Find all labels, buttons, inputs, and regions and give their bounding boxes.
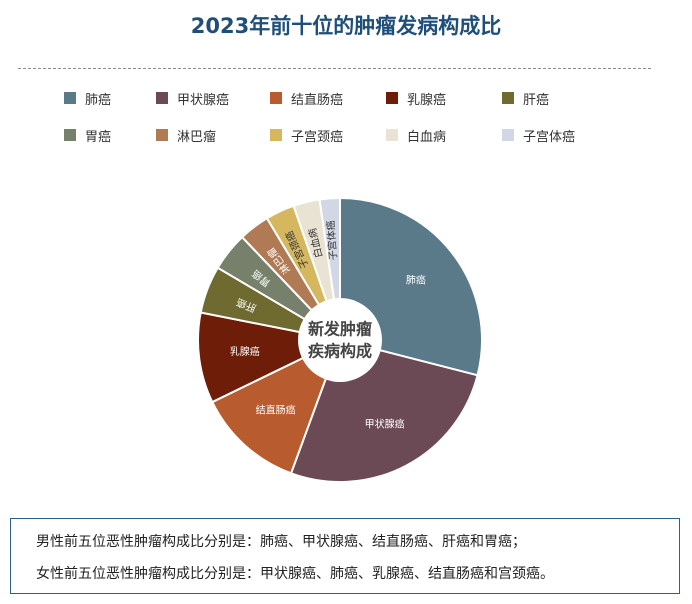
legend-item: 乳腺癌 — [386, 88, 502, 108]
legend-swatch — [64, 129, 76, 141]
legend-label: 结直肠癌 — [291, 92, 344, 108]
chart-title: 2023年前十位的肿瘤发病构成比 — [190, 14, 502, 38]
title-divider — [18, 68, 651, 69]
legend-swatch — [156, 92, 168, 104]
legend-label: 乳腺癌 — [407, 92, 447, 108]
slice-label: 甲状腺癌 — [365, 417, 405, 430]
legend-label: 淋巴瘤 — [177, 129, 217, 145]
summary-box: 男性前五位恶性肿瘤构成比分别是：肺癌、甲状腺癌、结直肠癌、肝癌和胃癌； 女性前五… — [10, 518, 680, 594]
legend-item: 肺癌 — [64, 88, 156, 108]
legend-item: 淋巴瘤 — [156, 125, 270, 145]
legend-item: 白血病 — [386, 125, 502, 145]
pie-slice — [210, 338, 342, 475]
legend-label: 甲状腺癌 — [177, 92, 230, 108]
legend-swatch — [386, 92, 398, 104]
legend-label: 白血病 — [407, 129, 447, 145]
legend-item: 胃癌 — [64, 125, 156, 145]
legend-swatch — [270, 92, 282, 104]
legend-item: 子宫颈癌 — [270, 125, 386, 145]
center-label: 新发肿瘤 — [308, 320, 372, 339]
legend-swatch — [270, 129, 282, 141]
slice-label: 肺癌 — [406, 274, 426, 287]
legend-label: 肺癌 — [85, 92, 112, 108]
legend-label: 子宫颈癌 — [291, 129, 344, 145]
legend-label: 子宫体癌 — [523, 129, 576, 145]
legend-item: 子宫体癌 — [502, 125, 602, 145]
legend-item: 肝癌 — [502, 88, 602, 108]
summary-line-male: 男性前五位恶性肿瘤构成比分别是：肺癌、甲状腺癌、结直肠癌、肝癌和胃癌； — [36, 534, 526, 550]
slice-label: 结直肠癌 — [256, 404, 296, 417]
chart-legend: 肺癌 甲状腺癌 结直肠癌 乳腺癌 肝癌胃癌 淋巴瘤 子宫颈癌 白血病 子宫体癌 — [64, 88, 664, 145]
slice-label: 乳腺癌 — [230, 345, 260, 358]
legend-swatch — [502, 92, 514, 104]
legend-swatch — [502, 129, 514, 141]
legend-swatch — [64, 92, 76, 104]
legend-item: 甲状腺癌 — [156, 88, 270, 108]
summary-line-female: 女性前五位恶性肿瘤构成比分别是：甲状腺癌、肺癌、乳腺癌、结直肠癌和宫颈癌。 — [36, 566, 554, 582]
legend-item: 结直肠癌 — [270, 88, 386, 108]
legend-label: 胃癌 — [85, 129, 112, 145]
legend-label: 肝癌 — [523, 92, 550, 108]
slice-label: 子宫体癌 — [324, 220, 340, 261]
center-label: 疾病构成 — [308, 342, 372, 361]
donut-hole — [298, 298, 382, 382]
legend-swatch — [386, 129, 398, 141]
legend-swatch — [156, 129, 168, 141]
